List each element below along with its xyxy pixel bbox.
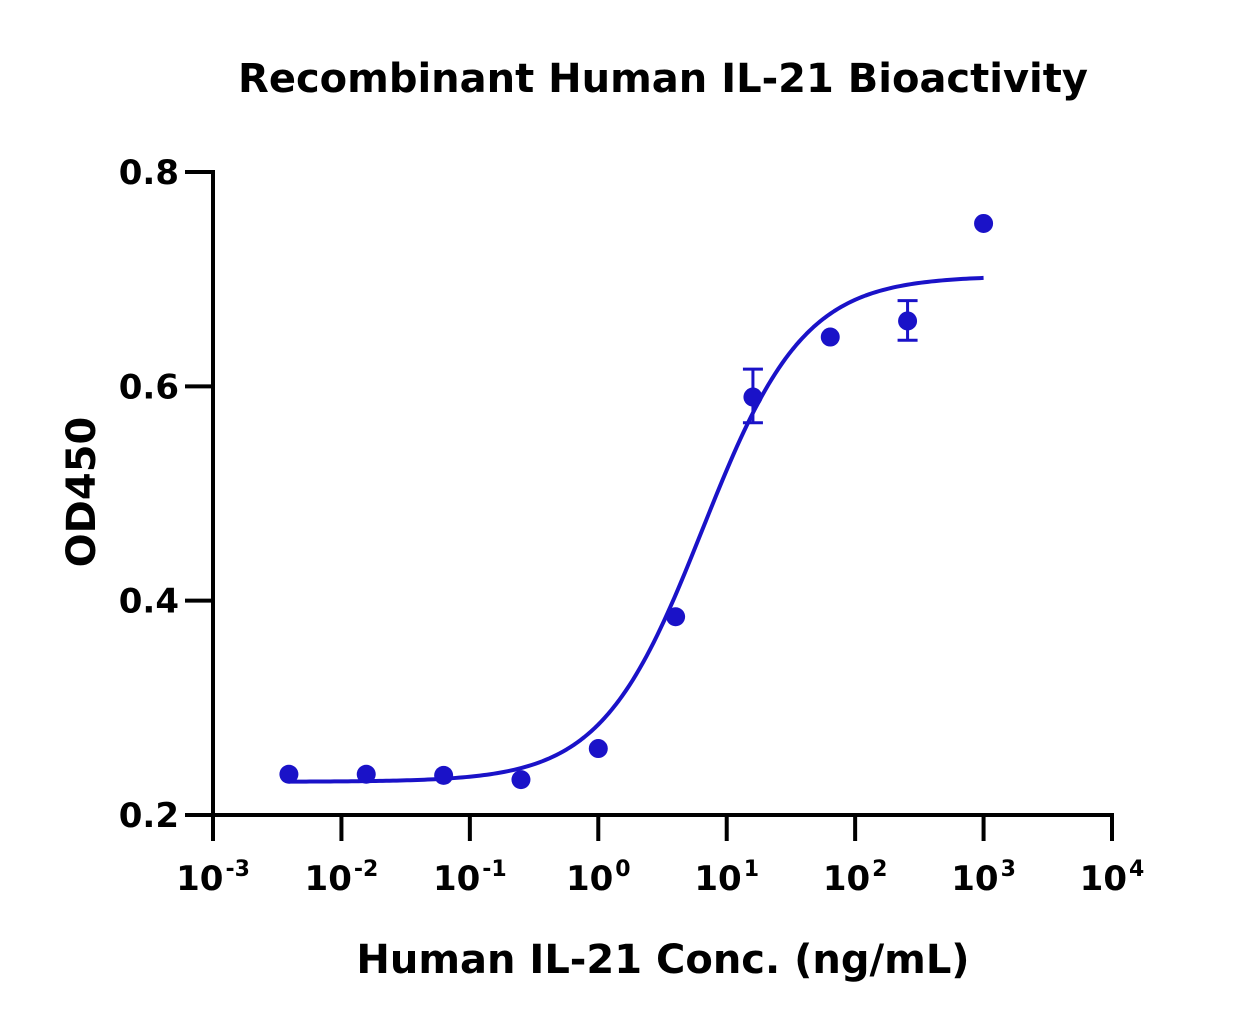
- data-point: [356, 764, 376, 784]
- axes-group: 0.2 0.4 0.6 0.8 10-3 10-2 10-1 100 101 102 103 104: [119, 153, 1145, 899]
- error-bars-group: [742, 299, 918, 425]
- x-tick-label: 10-1: [433, 857, 507, 899]
- x-tick-label: 104: [1080, 857, 1145, 899]
- data-point: [974, 213, 994, 233]
- data-point: [820, 327, 840, 347]
- fit-curve-group: [288, 275, 984, 784]
- x-tick-label: 102: [823, 857, 888, 899]
- y-axis-label: OD450: [59, 417, 105, 568]
- y-tick-label: 0.8: [119, 153, 179, 193]
- data-point: [434, 765, 454, 785]
- x-tick-label: 10-3: [176, 857, 250, 899]
- x-tick-label: 10-2: [305, 857, 379, 899]
- y-axis-label-group: OD450: [59, 417, 105, 568]
- x-tick-label: 103: [951, 857, 1016, 899]
- data-point: [279, 764, 299, 784]
- data-point: [743, 387, 763, 407]
- data-point: [666, 607, 686, 627]
- y-tick-label: 0.4: [119, 582, 179, 622]
- fit-curve: [288, 275, 984, 784]
- y-tick-label: 0.6: [119, 367, 179, 407]
- x-tick-label: 100: [566, 857, 631, 899]
- y-tick-label: 0.2: [119, 796, 179, 836]
- data-point: [588, 739, 608, 759]
- data-point: [511, 770, 531, 790]
- x-tick-label: 101: [694, 857, 759, 899]
- data-points-group: [279, 213, 994, 790]
- data-point: [898, 311, 918, 331]
- chart-title: Recombinant Human IL-21 Bioactivity: [238, 56, 1088, 102]
- x-axis-label: Human IL-21 Conc. (ng/mL): [356, 937, 969, 983]
